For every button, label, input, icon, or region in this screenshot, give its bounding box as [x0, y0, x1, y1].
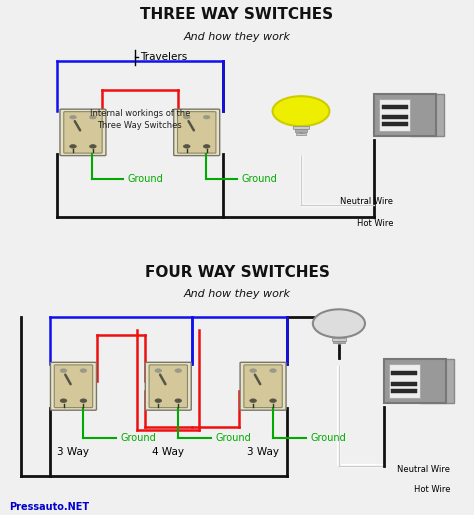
Text: Ground: Ground [216, 433, 251, 443]
FancyBboxPatch shape [149, 365, 188, 408]
Circle shape [203, 115, 210, 119]
Text: And how they work: And how they work [183, 32, 291, 42]
Bar [392, 389, 417, 393]
Text: Ground: Ground [310, 433, 346, 443]
Bar [419, 359, 454, 403]
Text: Ground: Ground [128, 174, 164, 183]
Circle shape [70, 115, 76, 119]
FancyBboxPatch shape [50, 363, 96, 410]
Circle shape [250, 369, 256, 372]
Bar [392, 382, 417, 386]
Circle shape [60, 369, 67, 372]
FancyBboxPatch shape [173, 109, 219, 156]
Text: 4 Way: 4 Way [152, 447, 184, 457]
Bar [389, 365, 419, 398]
Text: 3 Way: 3 Way [57, 447, 90, 457]
Text: FOUR WAY SWITCHES: FOUR WAY SWITCHES [145, 265, 329, 281]
Bar [332, 338, 346, 341]
Circle shape [273, 96, 329, 126]
Text: Ground: Ground [242, 174, 277, 183]
FancyBboxPatch shape [240, 363, 286, 410]
Circle shape [203, 145, 210, 148]
Text: Hot Wire: Hot Wire [414, 485, 450, 494]
FancyBboxPatch shape [177, 112, 216, 153]
Bar [384, 359, 446, 403]
Circle shape [175, 399, 182, 403]
Bar [333, 341, 345, 344]
Bar [379, 99, 410, 131]
Circle shape [80, 399, 87, 403]
Circle shape [270, 369, 276, 372]
Text: Internal workings of the
Three Way Switches: Internal workings of the Three Way Switc… [90, 110, 190, 130]
FancyBboxPatch shape [54, 365, 92, 408]
Text: Neutral Wire: Neutral Wire [397, 466, 450, 474]
Text: Ground: Ground [121, 433, 156, 443]
Bar [382, 122, 408, 126]
Text: 3 Way: 3 Way [247, 447, 279, 457]
Text: Hot Wire: Hot Wire [357, 219, 393, 228]
FancyBboxPatch shape [244, 365, 282, 408]
Circle shape [313, 310, 365, 338]
Circle shape [155, 399, 162, 403]
Bar [294, 129, 307, 132]
Bar [410, 94, 444, 136]
Circle shape [70, 145, 76, 148]
FancyBboxPatch shape [145, 363, 191, 410]
Circle shape [155, 369, 162, 372]
Bar [392, 371, 417, 375]
Circle shape [183, 115, 190, 119]
Circle shape [80, 369, 87, 372]
Text: And how they work: And how they work [183, 288, 291, 299]
Text: Pressauto.NET: Pressauto.NET [9, 502, 90, 512]
Circle shape [270, 399, 276, 403]
FancyBboxPatch shape [64, 112, 102, 153]
Bar [382, 105, 408, 109]
Text: THREE WAY SWITCHES: THREE WAY SWITCHES [140, 8, 334, 23]
Circle shape [60, 399, 67, 403]
Circle shape [90, 145, 96, 148]
Bar [382, 115, 408, 119]
Bar [296, 133, 306, 135]
Circle shape [90, 115, 96, 119]
Text: Neutral Wire: Neutral Wire [340, 197, 393, 205]
FancyBboxPatch shape [60, 109, 106, 156]
Circle shape [250, 399, 256, 403]
Circle shape [183, 145, 190, 148]
Text: Travelers: Travelers [140, 53, 187, 62]
Bar [293, 126, 309, 129]
Circle shape [175, 369, 182, 372]
Bar [374, 94, 436, 136]
